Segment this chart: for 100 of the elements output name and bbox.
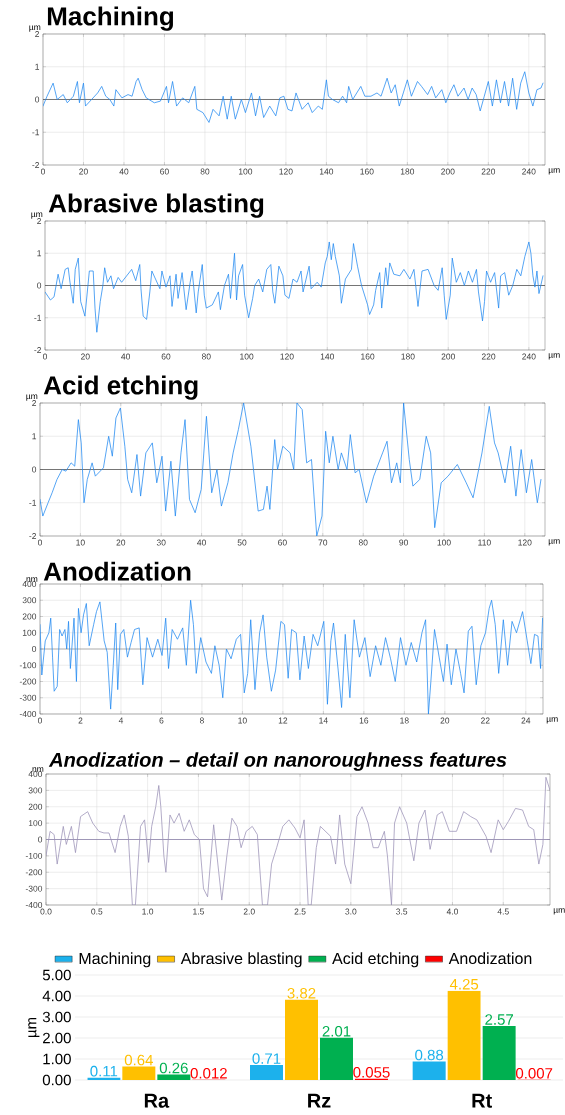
x-tick-label: 20 [440,717,450,724]
data-label: 0.11 [90,1065,118,1077]
x-tick-label: 12 [278,717,288,724]
y-axis-title: nm [26,577,38,582]
x-tick-label: 220 [481,168,496,175]
y-tick-label: 1 [37,250,42,257]
x-tick-label: 20 [116,539,126,546]
data-label: 3.82 [287,987,316,999]
y-tick-label: 1 [35,63,40,70]
x-tick-label: 100 [240,353,254,360]
data-label: 0.055 [353,1067,390,1078]
chart-title: Machining [47,6,174,31]
x-tick-label: 20 [81,353,90,360]
y-tick-label: 1 [32,433,37,440]
x-tick-label: 18 [400,717,409,724]
y-tick-label: 100 [22,629,37,636]
y-tick-label: 0 [32,466,37,473]
x-tick-label: 2 [78,717,83,724]
x-axis-title: µm [548,168,560,175]
y-tick-label: 100 [28,820,43,827]
x-tick-label: 4.5 [497,908,509,915]
x-tick-label: 110 [478,539,491,546]
legend-label: Anodization [448,952,532,965]
data-label: 4.25 [449,978,479,990]
y-tick-label: 200 [28,803,43,810]
y-axis-title: µm [31,212,43,219]
x-tick-label: 100 [437,539,451,546]
legend-label: Machining [79,952,151,968]
x-tick-label: 200 [441,353,455,360]
x-tick-label: 120 [518,539,532,546]
x-tick-label: 14 [319,717,328,724]
y-tick-label: -2 [29,533,37,539]
x-tick-label: 6 [159,717,164,724]
y-axis-title: µm [28,1017,40,1038]
y-tick-label: 3.00 [42,1011,71,1023]
y-tick-label: 0.00 [42,1074,71,1086]
y-tick-label: 1.00 [43,1053,71,1065]
x-tick-label: 1.5 [193,908,204,915]
y-tick-label: -2 [34,347,42,353]
x-axis-title: µm [548,539,560,546]
x-tick-label: 3.0 [345,908,357,915]
y-tick-label: -100 [19,662,37,669]
chart-title: Anodization – detail on nanoroughness features [48,752,507,771]
x-tick-label: 4 [118,717,124,724]
y-tick-label: 2 [37,218,42,224]
data-label: 0.88 [415,1049,444,1061]
y-tick-label: -200 [25,869,43,876]
x-tick-label: 120 [280,353,294,360]
x-tick-label: 70 [318,539,328,546]
x-tick-label: 20 [79,168,88,175]
data-label: 0.26 [159,1062,188,1074]
x-tick-label: 140 [320,353,335,360]
y-tick-label: 0 [35,96,40,103]
chart-title: Abrasive blasting [48,193,264,218]
x-tick-label: 0.0 [40,908,52,915]
x-tick-label: 120 [279,168,293,175]
data-label: 0.007 [515,1068,553,1079]
x-tick-label: 80 [200,168,210,175]
x-tick-label: 22 [481,717,490,724]
y-tick-label: 4.00 [42,990,71,1002]
x-tick-label: 60 [278,539,287,546]
x-axis-title: µm [553,908,565,915]
x-tick-label: 160 [360,168,374,175]
x-tick-label: 40 [121,353,131,360]
x-tick-label: 30 [156,539,166,546]
y-tick-label: 0 [37,282,42,289]
x-tick-label: 10 [238,717,247,724]
y-tick-label: 5.00 [42,969,71,981]
data-label: 0.64 [124,1054,153,1066]
x-tick-label: 240 [522,353,536,360]
x-tick-label: 16 [359,717,369,724]
x-tick-label: 220 [481,353,496,360]
x-tick-label: 2.5 [294,908,306,915]
x-axis-title: µm [548,353,560,360]
x-tick-label: 0.5 [91,908,103,915]
x-tick-label: 10 [76,539,85,546]
x-tick-label: 100 [238,168,253,175]
x-tick-label: 60 [160,168,169,175]
y-axis-title: nm [32,767,44,772]
x-tick-label: 90 [399,539,408,546]
y-tick-label: -200 [19,678,37,685]
y-tick-label: -300 [19,694,37,701]
x-tick-label: 24 [521,717,531,724]
x-tick-label: 180 [400,168,415,175]
x-tick-label: 240 [522,168,536,175]
x-tick-label: 180 [401,353,415,360]
y-axis-title: µm [26,394,38,401]
x-tick-label: 40 [197,539,206,546]
y-tick-label: 2.00 [43,1032,71,1044]
y-tick-label: 300 [28,787,43,794]
x-tick-label: 60 [161,353,171,360]
x-axis-title: µm [546,717,558,724]
x-tick-label: 200 [441,168,455,175]
y-tick-label: 300 [22,597,37,604]
x-tick-label: 2.0 [243,908,255,915]
x-tick-label: 140 [319,168,334,175]
x-tick-label: 4.0 [446,908,459,915]
x-tick-label: 8 [199,717,204,724]
y-tick-label: 400 [28,771,43,778]
x-tick-label: 50 [237,539,247,546]
